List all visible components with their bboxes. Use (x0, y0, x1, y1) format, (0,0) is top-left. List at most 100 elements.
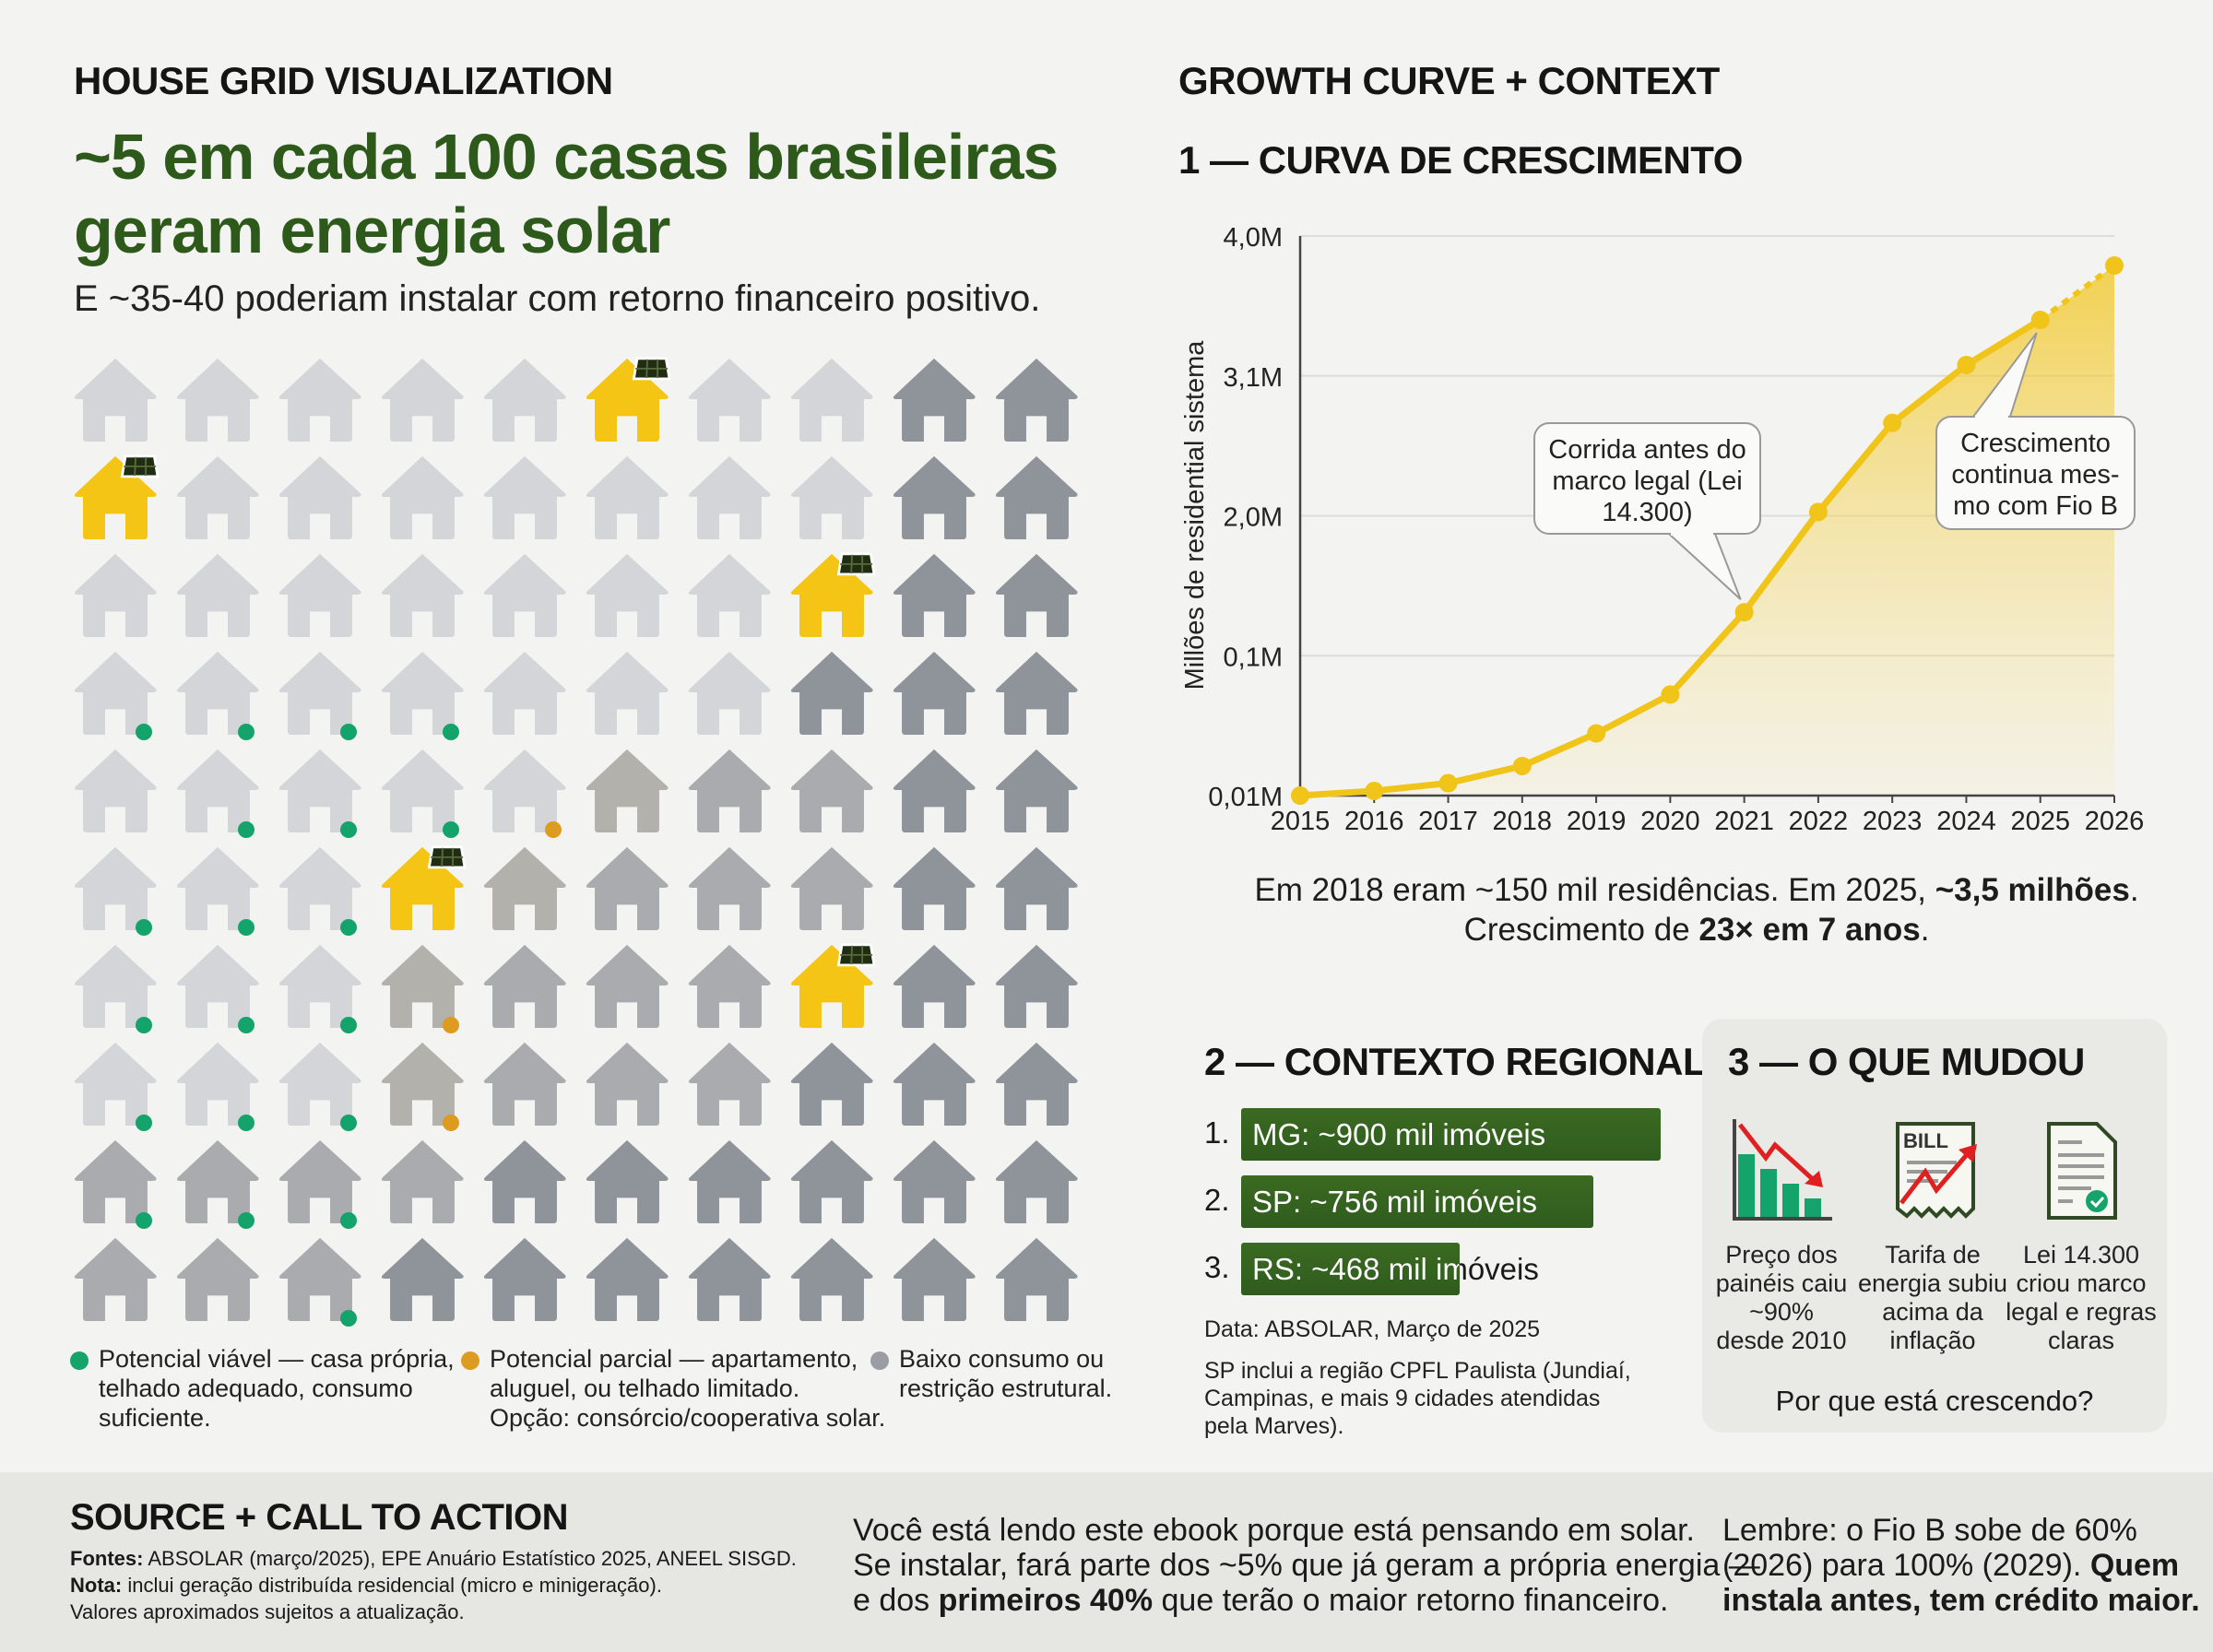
svg-text:BILL: BILL (1903, 1129, 1948, 1152)
what-changed-title: 3 — O QUE MUDOU (1728, 1040, 2085, 1083)
house-icon (278, 944, 361, 1028)
viable-dot (443, 724, 459, 740)
house-icon (688, 651, 771, 735)
viable-dot (136, 1115, 152, 1131)
legend-low: Baixo consumo ou restrição estrutural. (899, 1345, 1113, 1402)
viable-dot (238, 1115, 254, 1131)
house-icon (74, 846, 157, 930)
house-icon (381, 1042, 464, 1126)
legend-dot-partial (461, 1351, 479, 1370)
solar-house-icon (790, 552, 876, 637)
callout-text: continua mes- (1951, 460, 2119, 490)
projected-line (2038, 263, 2116, 323)
house-icon (995, 1042, 1078, 1126)
house-icon (790, 1237, 873, 1321)
regional-bar-label: MG: ~900 mil imóveis (1252, 1117, 1546, 1151)
change-label-law: Lei 14.300 criou marco legal e regras clara… (2006, 1241, 2157, 1354)
y-tick-label: 0,1M (1224, 643, 1283, 672)
callout-text: Crescimento (1960, 429, 2111, 458)
x-tick-label: 2022 (1789, 807, 1849, 836)
house-icon (176, 1139, 259, 1223)
house-icon (381, 358, 464, 442)
viable-dot (340, 724, 357, 740)
house-icon (586, 455, 669, 539)
x-tick-label: 2015 (1271, 807, 1331, 836)
house-icon (278, 846, 361, 930)
house-icon (688, 749, 771, 832)
viable-dot (340, 1017, 357, 1033)
y-axis-label: Millões de residential sistema (1180, 340, 1210, 690)
house-icon (586, 1042, 669, 1126)
partial-dot (545, 821, 562, 838)
house-icon (790, 455, 873, 539)
footer-band (0, 1472, 2213, 1652)
house-icon (995, 1139, 1078, 1223)
growth-chart: 0,01M 0,1M 2,0M 3,1M 4,0M 2015 2016 2017 2018 201… (1180, 223, 2145, 836)
house-icon (483, 1042, 566, 1126)
data-point (1883, 413, 1902, 432)
callout-text: mo com Fio B (1953, 491, 2118, 521)
house-icon (790, 846, 873, 930)
house-icon (483, 1237, 566, 1321)
viable-dot (136, 1212, 152, 1229)
viable-dot (238, 821, 254, 838)
house-icon (995, 749, 1078, 832)
data-point (1291, 786, 1309, 805)
house-icon (688, 1042, 771, 1126)
y-tick-label: 4,0M (1224, 223, 1283, 253)
data-point (1661, 685, 1680, 704)
viable-dot (238, 1212, 254, 1229)
house-icon (381, 1139, 464, 1223)
x-tick-label: 2026 (2085, 807, 2145, 836)
house-icon (483, 749, 566, 832)
house-icon (381, 749, 464, 832)
data-point (1808, 502, 1828, 522)
house-icon (790, 358, 873, 442)
x-tick-label: 2018 (1493, 807, 1553, 836)
data-point (1734, 603, 1754, 622)
solar-panel-icon (427, 845, 467, 869)
subtitle: E ~35-40 poderiam instalar com retorno f… (74, 278, 1041, 319)
regional-title: 2 — CONTEXTO REGIONAL (1204, 1040, 1707, 1083)
section-label-house-grid: HOUSE GRID VISUALIZATION (74, 59, 613, 102)
house-icon (381, 553, 464, 637)
house-icon (586, 944, 669, 1028)
house-icon (176, 944, 259, 1028)
house-icon (176, 553, 259, 637)
house-icon (893, 1042, 976, 1126)
house-icon (995, 553, 1078, 637)
house-icon (74, 651, 157, 735)
y-tick-label: 2,0M (1224, 503, 1283, 533)
rank-number: 1. (1204, 1115, 1230, 1150)
house-grid (74, 357, 1078, 1327)
change-label-prices: Preço dos painéis caiu ~90% desde 2010 (1715, 1241, 1848, 1354)
law-document-check-icon (2047, 1122, 2117, 1220)
house-icon (586, 749, 669, 832)
house-icon (790, 749, 873, 832)
legend-partial: Potencial parcial — apartamento, aluguel,… (490, 1345, 886, 1432)
house-icon (893, 553, 976, 637)
section-label-growth: GROWTH CURVE + CONTEXT (1178, 59, 1720, 102)
house-icon (278, 358, 361, 442)
house-icon (483, 846, 566, 930)
house-icon (688, 944, 771, 1028)
house-icon (995, 944, 1078, 1028)
house-icon (278, 553, 361, 637)
house-icon (893, 455, 976, 539)
regional-bar-label: SP: ~756 mil imóveis (1252, 1185, 1538, 1219)
viable-dot (340, 1115, 357, 1131)
house-icon (381, 651, 464, 735)
house-icon (688, 358, 771, 442)
house-icon (483, 358, 566, 442)
viable-dot (238, 919, 254, 936)
house-icon (893, 749, 976, 832)
house-icon (278, 455, 361, 539)
house-icon (790, 1042, 873, 1126)
house-icon (176, 1042, 259, 1126)
chart-caption: Em 2018 eram ~150 mil residências. Em 20… (1254, 872, 2139, 948)
house-icon (278, 1042, 361, 1126)
falling-price-chart-icon (1733, 1119, 1832, 1221)
regional-note: SP inclui a região CPFL Paulista (Jundia… (1204, 1358, 1631, 1439)
viable-dot (340, 919, 357, 936)
